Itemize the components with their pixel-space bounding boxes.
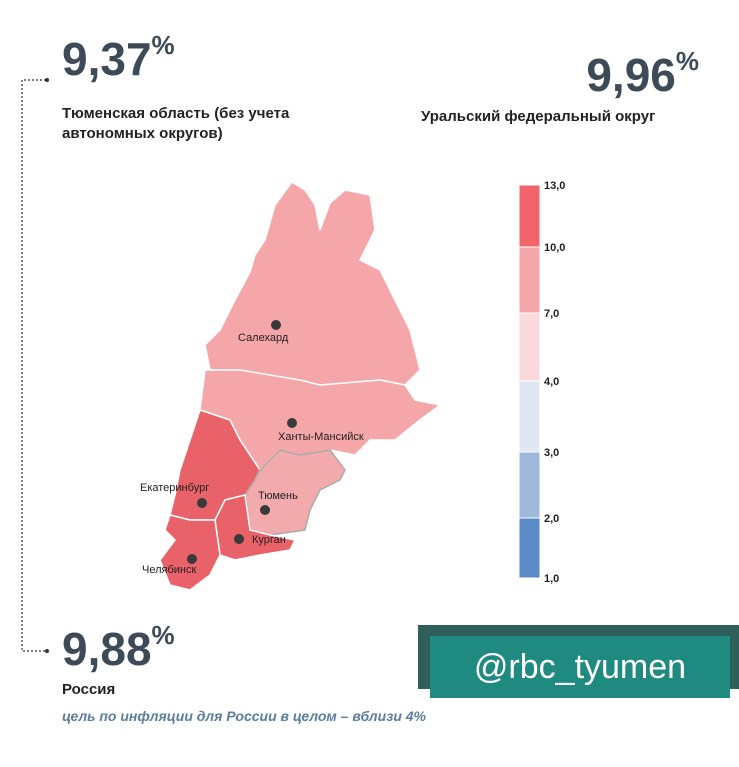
city-dot xyxy=(260,505,270,515)
legend-swatch xyxy=(518,184,541,248)
city-dot xyxy=(271,320,281,330)
bracket-dot xyxy=(45,78,49,82)
tyumen-label: Тюменская область (без учета автономных о… xyxy=(62,105,290,142)
city-label: Челябинск xyxy=(142,564,196,576)
legend-tick-label: 1,0 xyxy=(544,573,559,585)
urfo-value: 9,96% xyxy=(586,46,699,101)
legend-tick-label: 10,0 xyxy=(544,242,565,254)
russia-note: цель по инфляции для России в целом – вб… xyxy=(62,708,427,724)
city-label: Салехард xyxy=(238,332,289,344)
city-label: Тюмень xyxy=(258,490,298,502)
city-label: Ханты-Мансийск xyxy=(278,431,364,443)
legend-tick-label: 3,0 xyxy=(544,447,559,459)
city-dot xyxy=(197,498,207,508)
tyumen-value: 9,37% xyxy=(62,30,175,85)
region-kurgan xyxy=(214,494,296,561)
city-label: Екатеринбург xyxy=(140,482,209,494)
legend-tick-label: 7,0 xyxy=(544,308,559,320)
region-chelyabinsk xyxy=(159,514,221,591)
region-yamal xyxy=(204,181,421,391)
legend-swatch xyxy=(518,312,541,382)
russia-value: 9,88% xyxy=(62,620,175,675)
bracket xyxy=(21,79,46,652)
russia-label: Россия xyxy=(62,681,116,698)
legend-swatch xyxy=(518,517,541,579)
legend-swatch xyxy=(518,380,541,453)
legend-swatch xyxy=(518,246,541,314)
city-dot xyxy=(287,418,297,428)
city-dot xyxy=(187,554,197,564)
bracket-dot xyxy=(45,649,49,653)
city-dot xyxy=(234,534,244,544)
legend-swatch xyxy=(518,451,541,519)
watermark: @rbc_tyumen xyxy=(430,636,730,698)
legend-tick-label: 13,0 xyxy=(544,180,565,192)
city-label: Курган xyxy=(252,534,286,546)
urfo-label: Уральский федеральный округ xyxy=(421,108,656,125)
legend-tick-label: 4,0 xyxy=(544,376,559,388)
legend-tick-label: 2,0 xyxy=(544,513,559,525)
